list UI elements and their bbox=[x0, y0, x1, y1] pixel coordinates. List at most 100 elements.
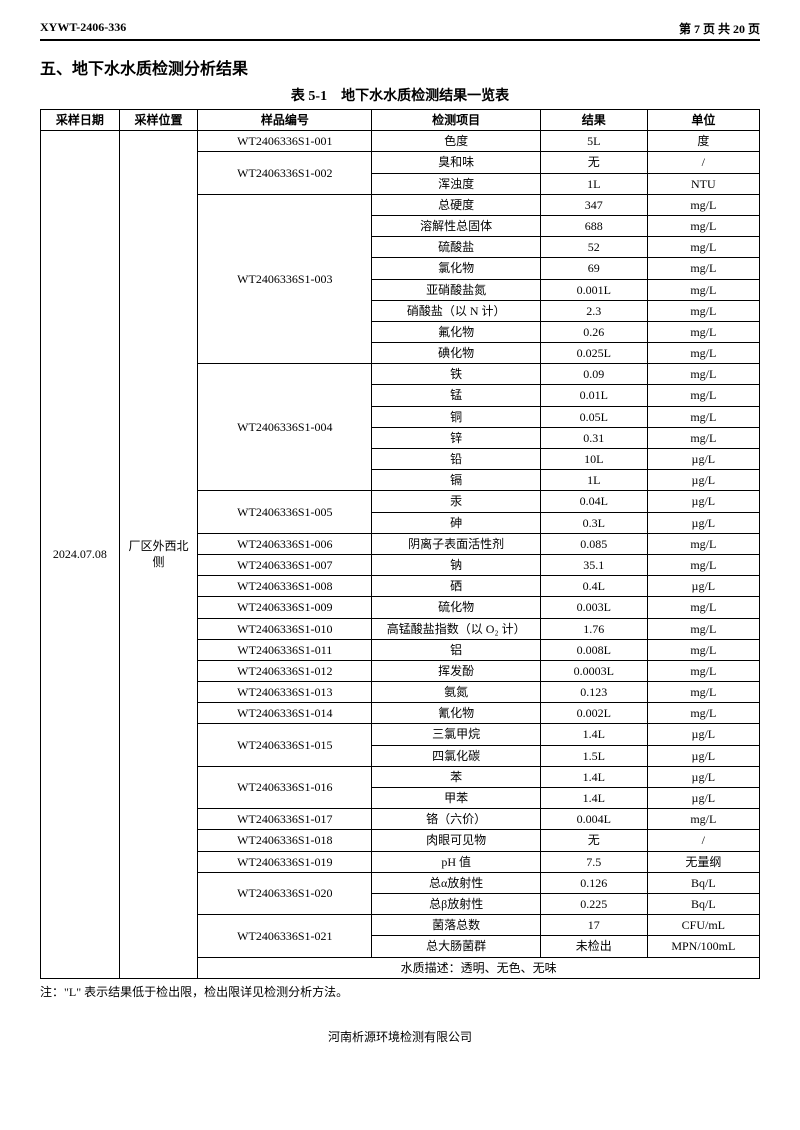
cell-result: 0.26 bbox=[540, 321, 647, 342]
cell-item: 臭和味 bbox=[372, 152, 541, 173]
cell-result: 0.31 bbox=[540, 427, 647, 448]
cell-result: 5L bbox=[540, 131, 647, 152]
cell-sample-no: WT2406336S1-004 bbox=[198, 364, 372, 491]
cell-item: 硒 bbox=[372, 576, 541, 597]
cell-result: 17 bbox=[540, 915, 647, 936]
cell-result: 2.3 bbox=[540, 300, 647, 321]
cell-result: 0.225 bbox=[540, 893, 647, 914]
footer: 河南析源环境检测有限公司 bbox=[40, 1028, 760, 1045]
cell-result: 0.004L bbox=[540, 809, 647, 830]
cell-unit: mg/L bbox=[647, 237, 759, 258]
note: 注："L" 表示结果低于检出限，检出限详见检测分析方法。 bbox=[40, 983, 760, 1000]
results-table: 采样日期 采样位置 样品编号 检测项目 结果 单位 2024.07.08厂区外西… bbox=[40, 109, 760, 979]
cell-unit: mg/L bbox=[647, 809, 759, 830]
cell-item: 镉 bbox=[372, 470, 541, 491]
cell-unit: mg/L bbox=[647, 660, 759, 681]
th-location: 采样位置 bbox=[119, 110, 198, 131]
cell-result: 0.123 bbox=[540, 682, 647, 703]
cell-result: 69 bbox=[540, 258, 647, 279]
cell-unit: mg/L bbox=[647, 321, 759, 342]
cell-sample-no: WT2406336S1-014 bbox=[198, 703, 372, 724]
cell-sample-no: WT2406336S1-002 bbox=[198, 152, 372, 194]
cell-item: 铅 bbox=[372, 449, 541, 470]
cell-item: 阴离子表面活性剂 bbox=[372, 533, 541, 554]
cell-sample-no: WT2406336S1-009 bbox=[198, 597, 372, 618]
cell-sample-no: WT2406336S1-010 bbox=[198, 618, 372, 639]
cell-unit: µg/L bbox=[647, 745, 759, 766]
cell-unit: mg/L bbox=[647, 215, 759, 236]
cell-result: 10L bbox=[540, 449, 647, 470]
cell-unit: µg/L bbox=[647, 512, 759, 533]
cell-result: 0.0003L bbox=[540, 660, 647, 681]
cell-item: 色度 bbox=[372, 131, 541, 152]
page-indicator: 第 7 页 共 20 页 bbox=[679, 20, 760, 37]
cell-sample-no: WT2406336S1-012 bbox=[198, 660, 372, 681]
cell-water-desc: 水质描述：透明、无色、无味 bbox=[198, 957, 760, 978]
th-date: 采样日期 bbox=[41, 110, 120, 131]
cell-sample-no: WT2406336S1-013 bbox=[198, 682, 372, 703]
cell-sample-no: WT2406336S1-008 bbox=[198, 576, 372, 597]
cell-item: 氰化物 bbox=[372, 703, 541, 724]
cell-sample-no: WT2406336S1-006 bbox=[198, 533, 372, 554]
cell-result: 1.4L bbox=[540, 788, 647, 809]
cell-result: 0.085 bbox=[540, 533, 647, 554]
cell-result: 688 bbox=[540, 215, 647, 236]
cell-sample-no: WT2406336S1-005 bbox=[198, 491, 372, 533]
cell-result: 0.008L bbox=[540, 639, 647, 660]
cell-item: 四氯化碳 bbox=[372, 745, 541, 766]
cell-result: 0.001L bbox=[540, 279, 647, 300]
cell-item: 溶解性总固体 bbox=[372, 215, 541, 236]
cell-item: 锌 bbox=[372, 427, 541, 448]
cell-sample-no: WT2406336S1-019 bbox=[198, 851, 372, 872]
cell-unit: mg/L bbox=[647, 194, 759, 215]
cell-unit: mg/L bbox=[647, 300, 759, 321]
cell-unit: mg/L bbox=[647, 406, 759, 427]
cell-sample-no: WT2406336S1-001 bbox=[198, 131, 372, 152]
cell-unit: mg/L bbox=[647, 364, 759, 385]
th-sample: 样品编号 bbox=[198, 110, 372, 131]
th-unit: 单位 bbox=[647, 110, 759, 131]
cell-item: 浑浊度 bbox=[372, 173, 541, 194]
cell-date: 2024.07.08 bbox=[41, 131, 120, 979]
cell-result: 0.126 bbox=[540, 872, 647, 893]
cell-unit: µg/L bbox=[647, 788, 759, 809]
cell-result: 52 bbox=[540, 237, 647, 258]
cell-item: 苯 bbox=[372, 766, 541, 787]
cell-item: 铜 bbox=[372, 406, 541, 427]
cell-result: 0.09 bbox=[540, 364, 647, 385]
cell-item: 菌落总数 bbox=[372, 915, 541, 936]
cell-item: 铁 bbox=[372, 364, 541, 385]
cell-unit: µg/L bbox=[647, 576, 759, 597]
cell-item: 硝酸盐（以 N 计） bbox=[372, 300, 541, 321]
cell-result: 0.003L bbox=[540, 597, 647, 618]
cell-sample-no: WT2406336S1-016 bbox=[198, 766, 372, 808]
cell-sample-no: WT2406336S1-007 bbox=[198, 554, 372, 575]
cell-item: 总大肠菌群 bbox=[372, 936, 541, 957]
cell-result: 0.04L bbox=[540, 491, 647, 512]
cell-item: 钠 bbox=[372, 554, 541, 575]
cell-item: 碘化物 bbox=[372, 343, 541, 364]
cell-unit: µg/L bbox=[647, 766, 759, 787]
th-item: 检测项目 bbox=[372, 110, 541, 131]
cell-unit: / bbox=[647, 152, 759, 173]
cell-unit: mg/L bbox=[647, 427, 759, 448]
cell-unit: mg/L bbox=[647, 343, 759, 364]
cell-unit: NTU bbox=[647, 173, 759, 194]
cell-item: 氨氮 bbox=[372, 682, 541, 703]
cell-unit: 无量纲 bbox=[647, 851, 759, 872]
cell-unit: mg/L bbox=[647, 618, 759, 639]
cell-result: 7.5 bbox=[540, 851, 647, 872]
cell-result: 未检出 bbox=[540, 936, 647, 957]
cell-unit: Bq/L bbox=[647, 893, 759, 914]
cell-unit: 度 bbox=[647, 131, 759, 152]
cell-item: 总硬度 bbox=[372, 194, 541, 215]
cell-unit: mg/L bbox=[647, 279, 759, 300]
cell-result: 0.3L bbox=[540, 512, 647, 533]
cell-unit: mg/L bbox=[647, 639, 759, 660]
cell-unit: mg/L bbox=[647, 703, 759, 724]
cell-unit: mg/L bbox=[647, 533, 759, 554]
cell-item: 挥发酚 bbox=[372, 660, 541, 681]
cell-item: 亚硝酸盐氮 bbox=[372, 279, 541, 300]
cell-unit: µg/L bbox=[647, 470, 759, 491]
cell-item: 铝 bbox=[372, 639, 541, 660]
